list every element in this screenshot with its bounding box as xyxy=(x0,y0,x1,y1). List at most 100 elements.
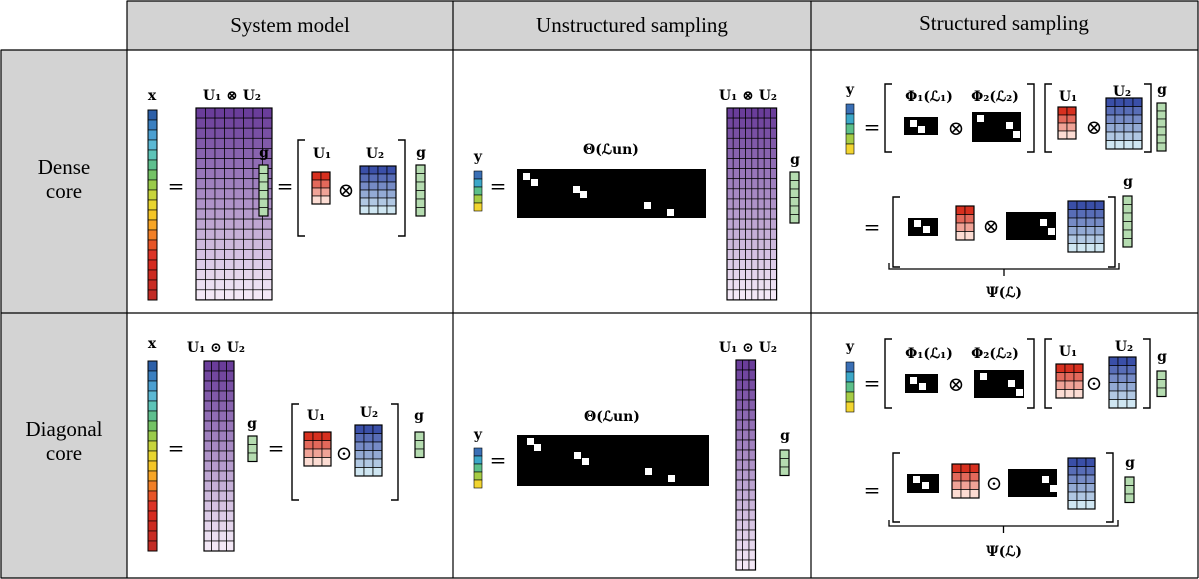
matrix-kronecker-border xyxy=(195,107,273,301)
matrix-U2-cell xyxy=(359,173,370,183)
matrix-khatri-rao-cell xyxy=(748,539,756,551)
matrix-phi2-sample xyxy=(1048,228,1055,235)
vector-x-cell xyxy=(147,520,158,532)
matrix-khatri-rao-cell xyxy=(203,380,212,392)
matrix-U1-cell xyxy=(303,440,314,450)
matrix-kronecker-cell xyxy=(763,289,771,301)
vector-x-cell xyxy=(147,510,158,522)
vector-x-cell xyxy=(147,259,158,271)
matrix-U1-cell xyxy=(1064,389,1075,399)
matrix-U2-cell xyxy=(1108,382,1119,392)
matrix-kronecker-cell xyxy=(745,198,753,210)
matrix-khatri-rao-cell xyxy=(742,509,750,521)
matrix-kronecker-cell xyxy=(739,249,746,260)
matrix-khatri-rao-cell xyxy=(203,510,212,522)
vector-g-border xyxy=(1156,370,1167,398)
vector-g-cell xyxy=(1156,379,1167,389)
matrix-kronecker-cell xyxy=(205,249,216,260)
matrix-kronecker-cell xyxy=(195,148,206,159)
matrix-kronecker-cell xyxy=(252,127,263,139)
matrix-phi2-sample xyxy=(1042,476,1049,483)
matrix-U2-cell xyxy=(1067,466,1078,476)
matrix-kronecker-cell xyxy=(745,148,753,159)
matrix-kronecker-cell xyxy=(763,178,771,190)
vector-g-cell xyxy=(247,452,258,462)
matrix-U2-cell xyxy=(1117,382,1128,392)
vector-y-cell xyxy=(473,202,483,212)
matrix-khatri-rao-cell xyxy=(735,519,743,531)
matrix-U1-cell xyxy=(1057,106,1068,116)
vector-x-cell xyxy=(147,430,158,442)
matrix-kronecker-cell xyxy=(205,148,216,159)
vector-x-cell xyxy=(147,390,158,402)
vector-x-cell xyxy=(147,239,158,251)
matrix-U1-cell xyxy=(960,489,971,499)
vector-x-cell xyxy=(147,360,158,372)
matrix-U2-cell xyxy=(1132,123,1143,133)
matrix-khatri-rao-cell xyxy=(735,489,743,501)
matrix-kronecker-cell xyxy=(214,168,225,180)
matrix-kronecker-cell xyxy=(770,127,777,139)
matrix-kronecker-cell xyxy=(205,208,216,220)
vector-g-cell xyxy=(1122,212,1133,222)
bracket-right xyxy=(1144,83,1152,153)
matrix-phi2-sample xyxy=(1013,131,1020,138)
matrix-U2-cell xyxy=(368,181,379,191)
matrix-phi2-sample xyxy=(977,115,984,122)
matrix-khatri-rao-cell xyxy=(748,559,756,571)
vector-x-cell xyxy=(147,119,158,131)
vector-g-cell xyxy=(247,435,258,445)
matrix-U1-cell xyxy=(1057,114,1068,124)
matrix-U2-cell xyxy=(1114,140,1125,150)
row-label-dense-line: core xyxy=(46,179,82,203)
matrix-kronecker-cell xyxy=(243,178,254,190)
vector-y xyxy=(473,170,483,212)
vector-x-cell xyxy=(147,530,158,542)
matrix-U1-cell xyxy=(951,463,962,473)
matrix-khatri-rao-cell xyxy=(748,369,756,381)
bracket-left xyxy=(884,83,892,153)
bracket-right xyxy=(1027,338,1035,409)
matrix-kronecker-cell xyxy=(739,148,746,159)
khatri-rao-operator: ⊙ xyxy=(336,441,353,465)
matrix-kronecker-cell xyxy=(243,107,254,119)
matrix-kronecker-cell xyxy=(195,269,206,281)
matrix-kronecker xyxy=(726,107,778,301)
matrix-khatri-rao-cell xyxy=(226,500,235,512)
matrix-theta-sample xyxy=(531,179,538,186)
matrix-kronecker-cell xyxy=(745,279,753,291)
matrix-kronecker-cell xyxy=(745,107,753,119)
matrix-kronecker-cell xyxy=(763,279,771,291)
matrix-kronecker-cell xyxy=(732,259,740,270)
matrix-kronecker-cell xyxy=(770,228,777,240)
matrix-kronecker-cell xyxy=(751,259,759,270)
matrix-phi2-sample xyxy=(980,373,987,380)
matrix-khatri-rao-cell xyxy=(742,529,750,541)
matrix-kronecker-cell xyxy=(726,259,734,270)
matrix-theta-sample xyxy=(645,468,652,475)
matrix-khatri-rao-cell xyxy=(748,429,756,441)
matrix-kronecker-cell xyxy=(214,117,225,129)
matrix-U2-border xyxy=(359,165,397,215)
matrix-kronecker-cell xyxy=(751,249,759,260)
matrix-khatri-rao-cell xyxy=(218,380,227,392)
matrix-kronecker-cell xyxy=(739,127,746,139)
matrix-kronecker-cell xyxy=(214,238,225,250)
matrix-U2-cell xyxy=(1123,123,1134,133)
matrix-khatri-rao-cell xyxy=(218,540,227,552)
matrix-U2-cell xyxy=(1123,114,1134,124)
equals-sign: = xyxy=(168,174,185,198)
matrix-kronecker-cell xyxy=(732,158,740,169)
matrix-kronecker-cell xyxy=(224,198,235,210)
matrix-kronecker-cell xyxy=(770,188,777,200)
matrix-kronecker-cell xyxy=(745,218,753,230)
matrix-U2-cell xyxy=(1105,140,1116,150)
equals-sign: = xyxy=(864,478,881,502)
matrix-U1-cell xyxy=(964,222,975,232)
matrix-kronecker-cell xyxy=(739,289,746,301)
vector-g xyxy=(1156,102,1167,152)
matrix-phi1-sample xyxy=(918,126,925,133)
matrix-kronecker-cell xyxy=(262,269,273,281)
vector-g xyxy=(789,171,800,224)
matrix-kronecker-cell xyxy=(224,188,235,200)
